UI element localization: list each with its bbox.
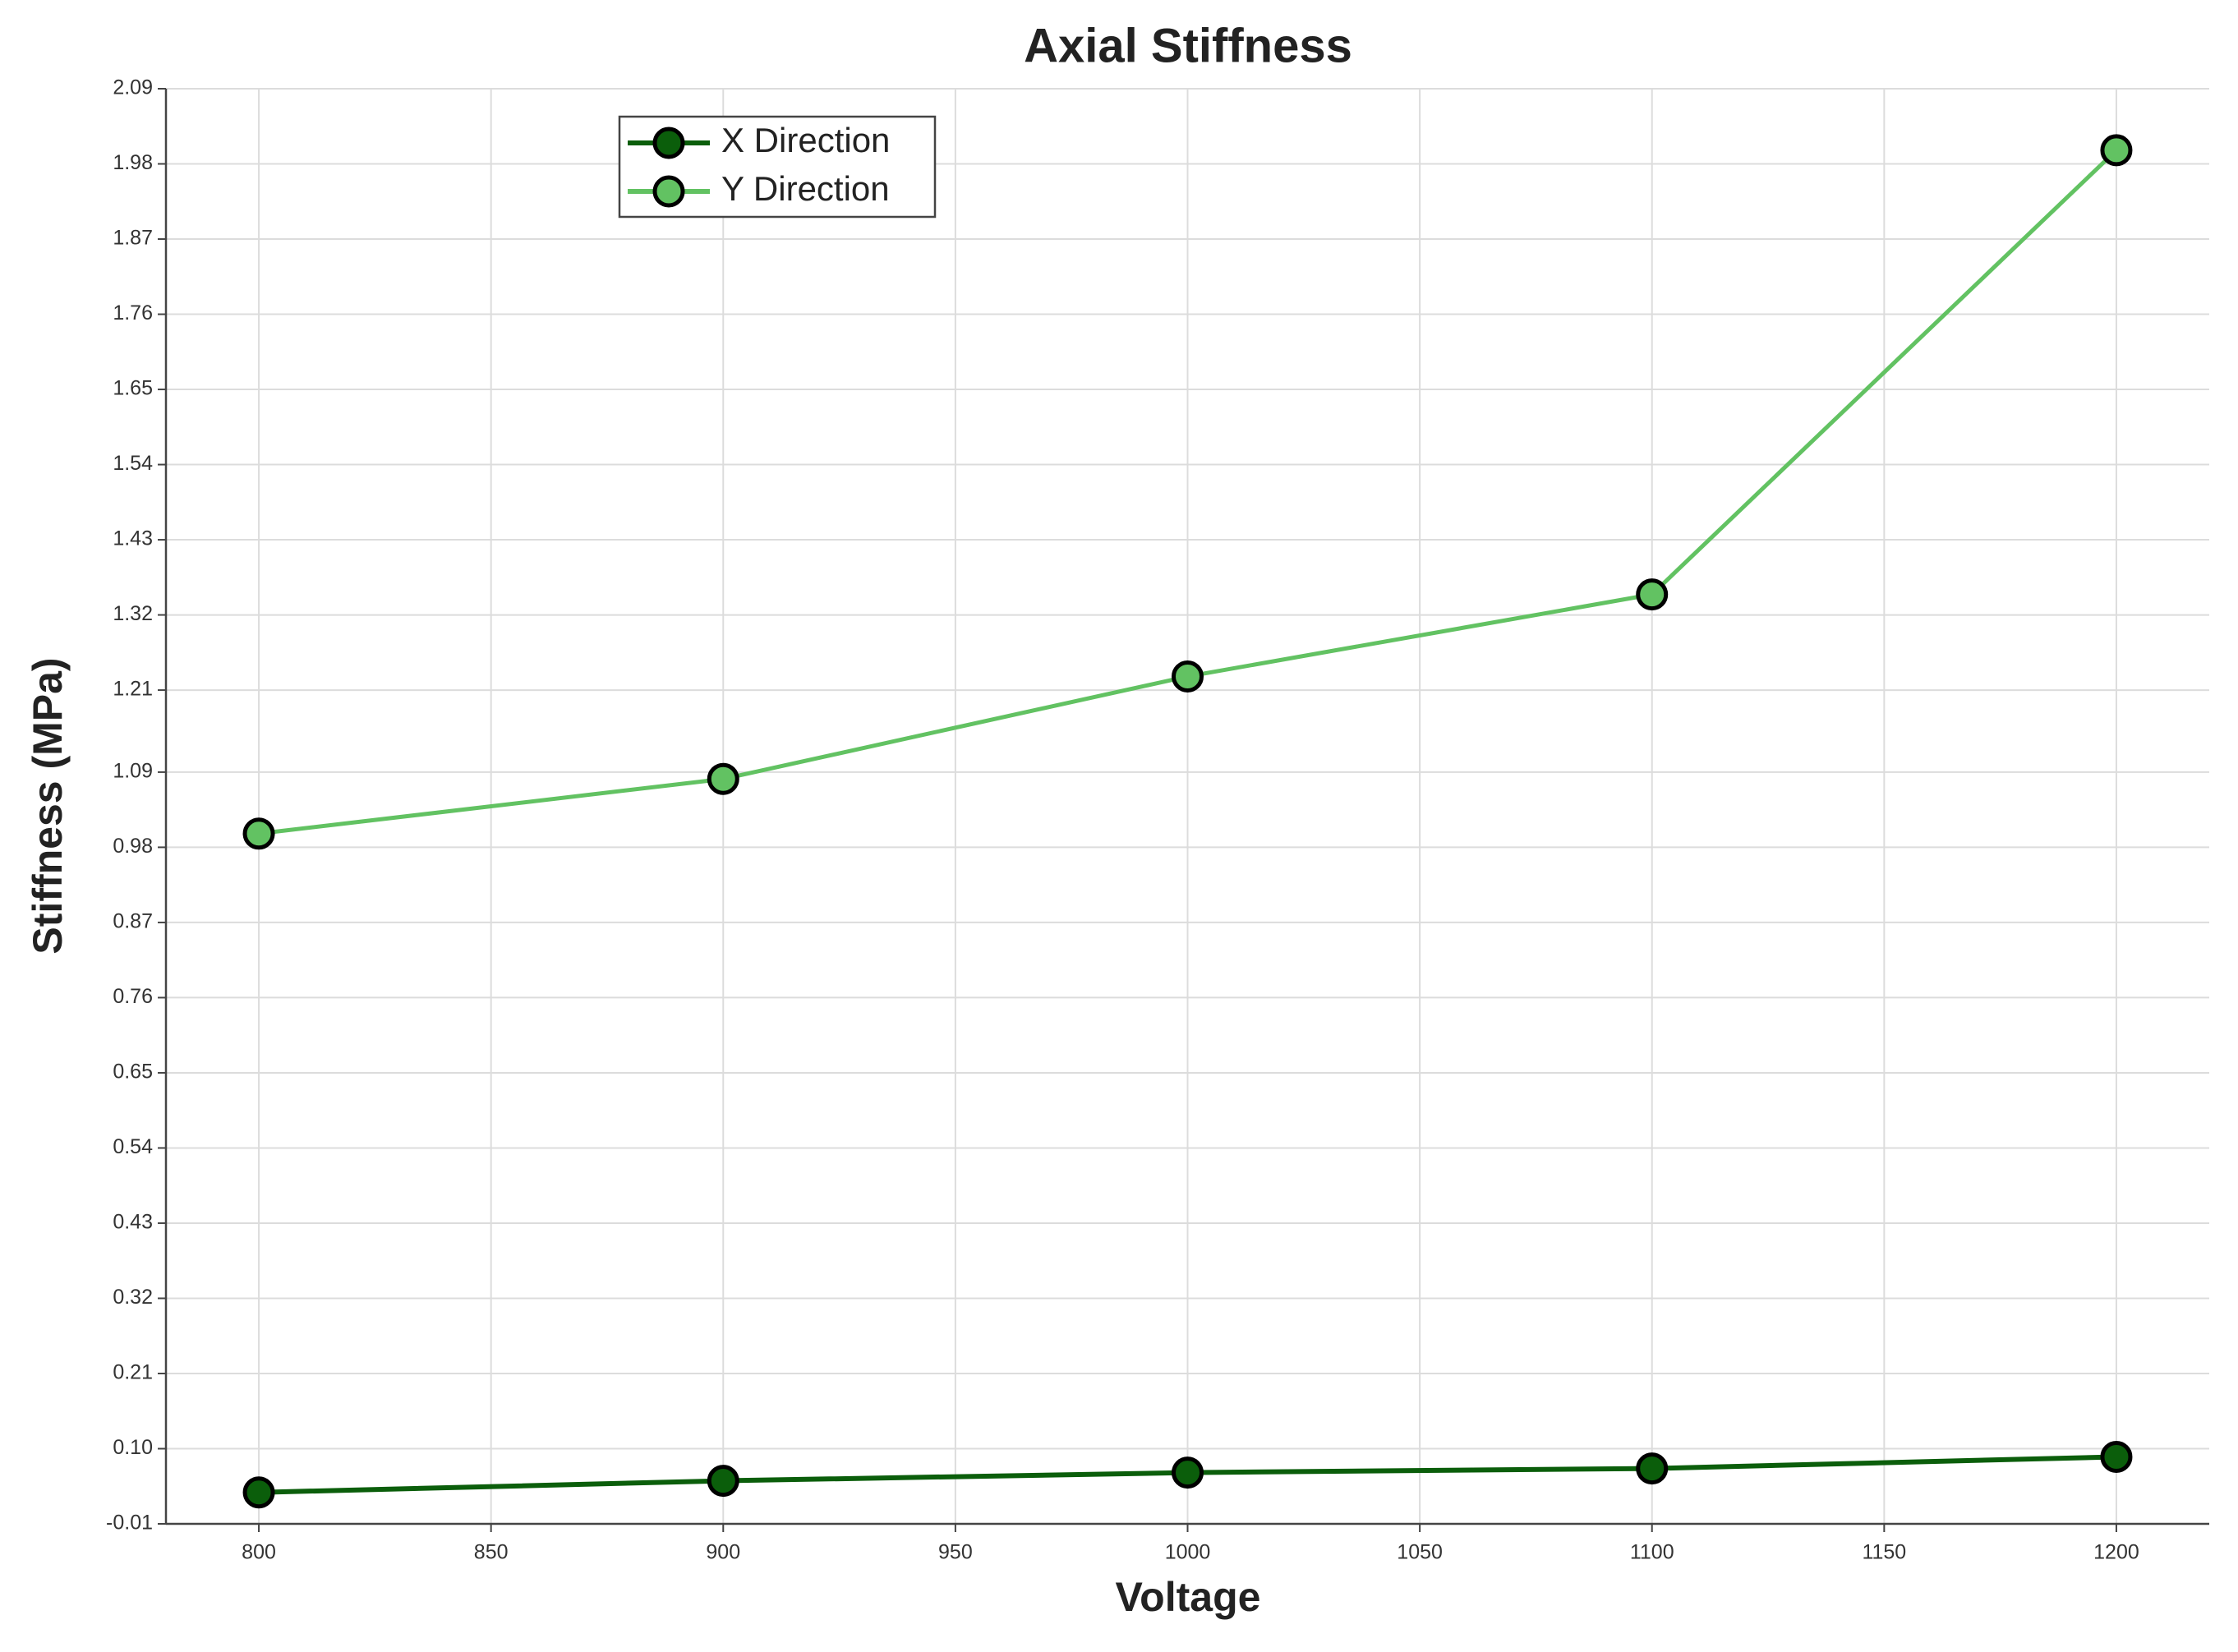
data-point (2100, 134, 2133, 167)
y-tick-label: 0.54 (113, 1135, 153, 1158)
legend-marker (652, 127, 685, 159)
legend-label: Y Direction (721, 169, 890, 208)
data-point (707, 1465, 739, 1498)
data-point (1636, 578, 1669, 611)
legend-label: X Direction (721, 121, 890, 159)
y-tick-label: 0.87 (113, 910, 153, 933)
x-tick-label: 1050 (1397, 1541, 1443, 1564)
x-tick-label: 1100 (1630, 1541, 1674, 1564)
x-tick-label: 800 (242, 1541, 276, 1564)
y-tick-label: -0.01 (106, 1512, 153, 1535)
y-tick-label: 1.54 (113, 452, 153, 475)
x-axis-label: Voltage (1116, 1574, 1261, 1620)
y-tick-label: 1.87 (113, 227, 153, 250)
y-tick-label: 1.09 (113, 760, 153, 783)
data-point (707, 762, 739, 795)
y-tick-label: 2.09 (113, 76, 153, 99)
y-tick-label: 0.21 (113, 1361, 153, 1384)
y-tick-label: 1.21 (113, 678, 153, 701)
y-axis-label: Stiffness (MPa) (25, 657, 71, 954)
y-tick-label: 0.65 (113, 1061, 153, 1084)
y-tick-label: 1.32 (113, 602, 153, 625)
x-tick-label: 850 (474, 1541, 509, 1564)
y-tick-label: 1.98 (113, 151, 153, 174)
legend-marker (652, 175, 685, 208)
data-point (242, 1476, 275, 1509)
y-tick-label: 0.32 (113, 1286, 153, 1309)
y-tick-label: 1.43 (113, 527, 153, 550)
data-point (1172, 1456, 1204, 1489)
y-tick-label: 0.10 (113, 1436, 153, 1459)
data-point (242, 817, 275, 850)
x-tick-label: 1150 (1862, 1541, 1906, 1564)
y-tick-label: 0.98 (113, 835, 153, 858)
y-tick-label: 1.76 (113, 301, 153, 324)
data-point (1636, 1452, 1669, 1485)
x-tick-label: 900 (706, 1541, 740, 1564)
y-tick-label: 1.65 (113, 377, 153, 400)
data-point (2100, 1440, 2133, 1473)
chart-title: Axial Stiffness (1024, 19, 1352, 72)
x-tick-label: 1200 (2093, 1541, 2139, 1564)
y-tick-label: 0.76 (113, 985, 153, 1008)
y-tick-label: 0.43 (113, 1211, 153, 1234)
x-tick-label: 1000 (1165, 1541, 1211, 1564)
legend: X Direction Y Direction (618, 115, 937, 219)
data-point (1172, 660, 1204, 693)
x-tick-label: 950 (938, 1541, 973, 1564)
